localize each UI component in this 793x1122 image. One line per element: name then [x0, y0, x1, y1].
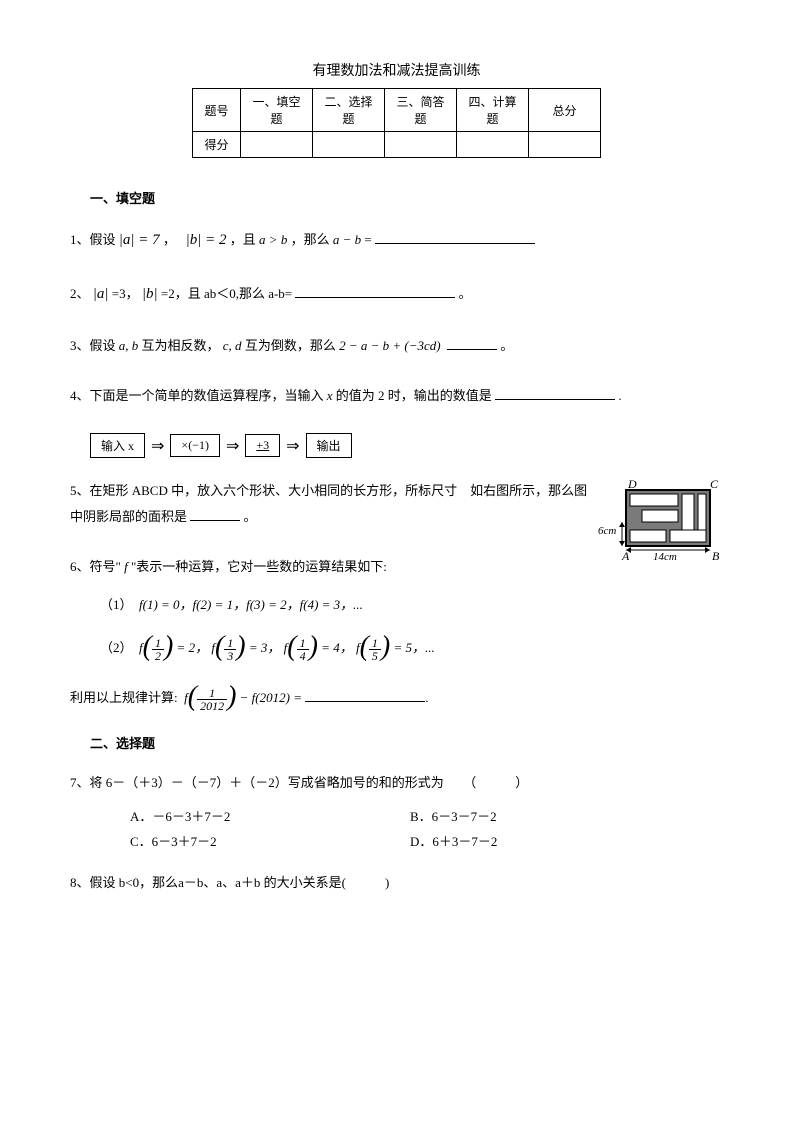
page-title: 有理数加法和减法提高训练	[70, 60, 723, 80]
text: 互为倒数，那么	[245, 338, 336, 353]
option-d[interactable]: D．6＋3－7－2	[410, 831, 690, 850]
text: 6、符号"	[70, 559, 121, 574]
q6-line2: （2） f(12) = 2， f(13) = 3， f(14) = 4， f(1…	[100, 635, 723, 663]
text: 的值为 2 时，输出的数值是	[336, 388, 492, 403]
math-expr: |a|	[93, 286, 109, 302]
text: （2）	[100, 640, 133, 655]
math-expr: c, d	[223, 338, 242, 353]
text: 4、下面是一个简单的数值运算程序，当输入	[70, 388, 324, 403]
cell	[457, 132, 529, 158]
flow-diagram: 输入 x ⇒ ×(−1) ⇒ +3 ⇒ 输出	[90, 433, 723, 458]
text: .	[618, 388, 621, 403]
text: ，且	[230, 232, 256, 247]
text: 5、在矩形 ABCD 中，放入六个形状、大小相同的长方形，所标尺寸 如右图所示，…	[70, 483, 587, 524]
text: 7、将 6－（＋3）－（－7）＋（－2）写成省略加号的和的形式为 （ ）	[70, 775, 528, 790]
cell: 二、选择题	[313, 89, 385, 132]
text: 3、假设	[70, 338, 116, 353]
fill-blank[interactable]	[447, 336, 497, 350]
math-expr: |a| = 7	[119, 232, 160, 248]
cell: 题号	[193, 89, 241, 132]
text: "表示一种运算，它对一些数的运算结果如下:	[131, 559, 387, 574]
text: =3，	[112, 286, 139, 301]
text: =2，且 ab＜0,那么 a-b=	[161, 286, 292, 301]
cell: 一、填空题	[241, 89, 313, 132]
section-heading-2: 二、选择题	[90, 733, 723, 752]
question-8: 8、假设 b<0，那么a－b、a、a＋b 的大小关系是( )	[70, 870, 723, 896]
flow-op: ×(−1)	[170, 434, 220, 457]
question-5: 5、在矩形 ABCD 中，放入六个形状、大小相同的长方形，所标尺寸 如右图所示，…	[70, 478, 723, 530]
table-row: 得分	[193, 132, 601, 158]
question-2: 2、 |a| =3， |b| =2，且 ab＜0,那么 a-b= 。	[70, 279, 723, 309]
text: 。	[500, 338, 513, 353]
text: 。	[244, 509, 257, 524]
fill-blank[interactable]	[495, 386, 615, 400]
cell	[529, 132, 601, 158]
question-6: 6、符号" f "表示一种运算，它对一些数的运算结果如下:	[70, 554, 723, 580]
text: ，	[163, 232, 176, 247]
text: =	[364, 232, 371, 247]
score-table: 题号 一、填空题 二、选择题 三、简答题 四、计算题 总分 得分	[192, 88, 601, 158]
math-expr: f(12) = 2， f(13) = 3， f(14) = 4， f(15) =…	[139, 640, 435, 655]
arrow-icon: ⇒	[151, 436, 164, 456]
text: 互为相反数，	[142, 338, 220, 353]
question-4: 4、下面是一个简单的数值运算程序，当输入 x 的值为 2 时，输出的数值是 .	[70, 383, 723, 409]
text: 8、假设 b<0，那么a－b、a、a＋b 的大小关系是( )	[70, 875, 389, 890]
text: 2、	[70, 286, 90, 301]
math-expr: f	[124, 559, 128, 574]
arrow-icon: ⇒	[286, 436, 299, 456]
arrow-icon: ⇒	[226, 436, 239, 456]
math-expr: |b|	[142, 286, 158, 302]
math-expr: a > b	[259, 232, 287, 247]
text: ，那么	[291, 232, 330, 247]
flow-input: 输入 x	[90, 433, 145, 458]
label-6cm: 6cm	[598, 525, 616, 537]
math-expr: |b| = 2	[186, 232, 227, 248]
question-3: 3、假设 a, b 互为相反数， c, d 互为倒数，那么 2 − a − b …	[70, 333, 723, 359]
option-b[interactable]: B．6－3－7－2	[410, 806, 690, 825]
fill-blank[interactable]	[375, 230, 535, 244]
fill-blank[interactable]	[295, 284, 455, 298]
cell	[385, 132, 457, 158]
cell: 总分	[529, 89, 601, 132]
flow-op: +3	[245, 434, 280, 457]
section-heading-1: 一、填空题	[90, 188, 723, 207]
question-1: 1、假设 |a| = 7 ， |b| = 2 ，且 a > b ，那么 a − …	[70, 225, 723, 255]
q6-final: 利用以上规律计算: f(12012) − f(2012) = .	[70, 685, 723, 713]
cell: 得分	[193, 132, 241, 158]
math-expr: a − b	[333, 232, 361, 247]
q7-options: A．－6－3＋7－2 B．6－3－7－2 C．6－3＋7－2 D．6＋3－7－2	[130, 806, 723, 856]
text: 利用以上规律计算:	[70, 690, 178, 705]
label-c: C	[710, 478, 719, 491]
fill-blank[interactable]	[190, 507, 240, 521]
math-expr: 2 − a − b + (−3cd)	[339, 338, 441, 353]
question-7: 7、将 6－（＋3）－（－7）＋（－2）写成省略加号的和的形式为 （ ）	[70, 770, 723, 796]
cell: 四、计算题	[457, 89, 529, 132]
cell	[313, 132, 385, 158]
math-expr: x	[327, 388, 333, 403]
text: 。	[459, 286, 472, 301]
option-a[interactable]: A．－6－3＋7－2	[130, 806, 410, 825]
text: （1）	[100, 597, 133, 612]
cell: 三、简答题	[385, 89, 457, 132]
option-c[interactable]: C．6－3＋7－2	[130, 831, 410, 850]
fill-blank[interactable]	[305, 688, 425, 702]
math-expr: f(12012) − f(2012) =	[184, 690, 305, 705]
flow-output: 输出	[306, 433, 352, 458]
text: 1、假设	[70, 232, 116, 247]
cell	[241, 132, 313, 158]
math-expr: a, b	[119, 338, 139, 353]
math-expr: f(1) = 0，f(2) = 1，f(3) = 2，f(4) = 3，...	[139, 597, 363, 612]
q6-line1: （1） f(1) = 0，f(2) = 1，f(3) = 2，f(4) = 3，…	[100, 594, 723, 613]
table-row: 题号 一、填空题 二、选择题 三、简答题 四、计算题 总分	[193, 89, 601, 132]
